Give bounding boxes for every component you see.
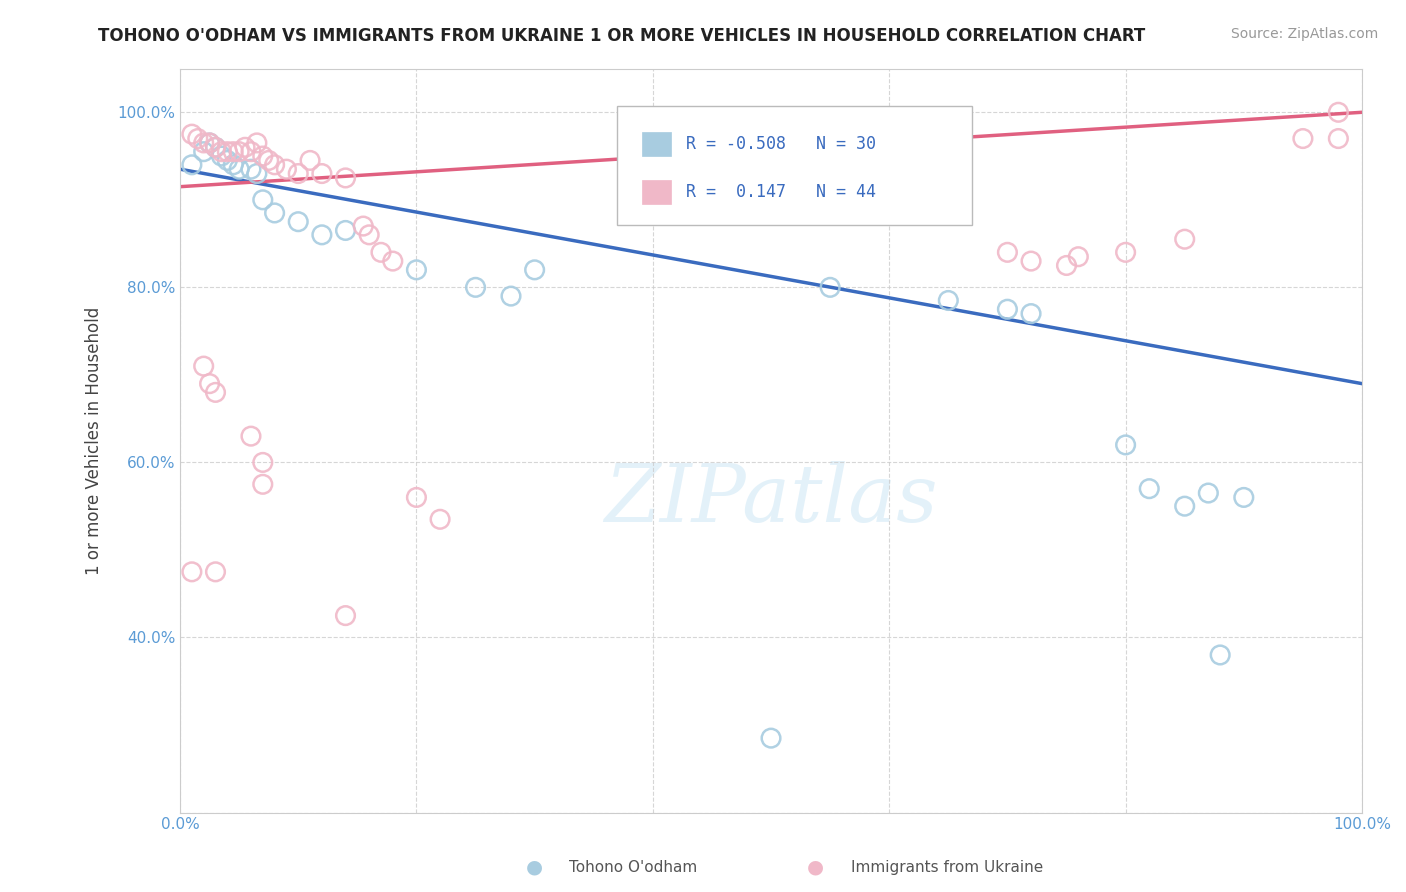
FancyBboxPatch shape	[643, 132, 671, 156]
Point	[429, 512, 451, 526]
Point	[198, 376, 221, 391]
Point	[239, 162, 262, 177]
Point	[276, 162, 298, 177]
Point	[217, 153, 239, 168]
Point	[1327, 131, 1350, 145]
Point	[180, 127, 202, 141]
Point	[204, 385, 226, 400]
Point	[1174, 499, 1197, 513]
Point	[187, 131, 209, 145]
Point	[193, 136, 215, 150]
Point	[359, 227, 381, 242]
Point	[263, 206, 285, 220]
Point	[464, 280, 486, 294]
Point	[233, 140, 256, 154]
Point	[759, 731, 782, 746]
Point	[257, 153, 280, 168]
Point	[997, 302, 1019, 317]
FancyBboxPatch shape	[617, 106, 972, 225]
Point	[405, 263, 427, 277]
Point	[204, 140, 226, 154]
Point	[299, 153, 322, 168]
Point	[193, 145, 215, 159]
Point	[287, 215, 309, 229]
Text: TOHONO O'ODHAM VS IMMIGRANTS FROM UKRAINE 1 OR MORE VEHICLES IN HOUSEHOLD CORREL: TOHONO O'ODHAM VS IMMIGRANTS FROM UKRAIN…	[98, 27, 1146, 45]
Point	[335, 608, 357, 623]
Point	[1137, 482, 1160, 496]
Text: ●: ●	[807, 857, 824, 876]
Point	[311, 227, 333, 242]
Point	[217, 145, 239, 159]
Point	[252, 193, 274, 207]
Point	[1327, 105, 1350, 120]
Point	[370, 245, 392, 260]
Point	[180, 158, 202, 172]
Point	[1115, 438, 1137, 452]
Point	[252, 477, 274, 491]
Point	[352, 219, 374, 233]
Point	[209, 145, 232, 159]
Point	[180, 565, 202, 579]
Point	[246, 136, 269, 150]
Point	[193, 359, 215, 373]
Point	[198, 136, 221, 150]
Point	[499, 289, 522, 303]
Point	[818, 280, 841, 294]
Text: R = -0.508   N = 30: R = -0.508 N = 30	[686, 136, 876, 153]
Point	[523, 263, 546, 277]
Point	[1174, 232, 1197, 246]
Point	[222, 145, 245, 159]
Point	[1197, 486, 1219, 500]
Point	[936, 293, 959, 308]
Point	[1067, 250, 1090, 264]
Text: ●: ●	[526, 857, 543, 876]
Text: R =  0.147   N = 44: R = 0.147 N = 44	[686, 183, 876, 202]
Point	[209, 149, 232, 163]
Point	[204, 565, 226, 579]
Text: Source: ZipAtlas.com: Source: ZipAtlas.com	[1230, 27, 1378, 41]
Point	[246, 167, 269, 181]
Point	[228, 145, 250, 159]
Point	[228, 162, 250, 177]
Point	[1233, 491, 1256, 505]
Point	[222, 158, 245, 172]
FancyBboxPatch shape	[643, 180, 671, 204]
Y-axis label: 1 or more Vehicles in Household: 1 or more Vehicles in Household	[86, 307, 103, 574]
Point	[204, 140, 226, 154]
Text: Immigrants from Ukraine: Immigrants from Ukraine	[851, 861, 1043, 875]
Point	[1056, 259, 1078, 273]
Point	[263, 158, 285, 172]
Point	[239, 145, 262, 159]
Point	[335, 170, 357, 185]
Point	[1115, 245, 1137, 260]
Point	[405, 491, 427, 505]
Point	[1209, 648, 1232, 662]
Text: ZIPatlas: ZIPatlas	[605, 461, 938, 539]
Point	[381, 254, 404, 268]
Point	[997, 245, 1019, 260]
Text: Tohono O'odham: Tohono O'odham	[569, 861, 697, 875]
Point	[252, 149, 274, 163]
Point	[239, 429, 262, 443]
Point	[335, 223, 357, 237]
Point	[311, 167, 333, 181]
Point	[1019, 307, 1042, 321]
Point	[1019, 254, 1042, 268]
Point	[252, 455, 274, 469]
Point	[287, 167, 309, 181]
Point	[1292, 131, 1315, 145]
Point	[198, 136, 221, 150]
